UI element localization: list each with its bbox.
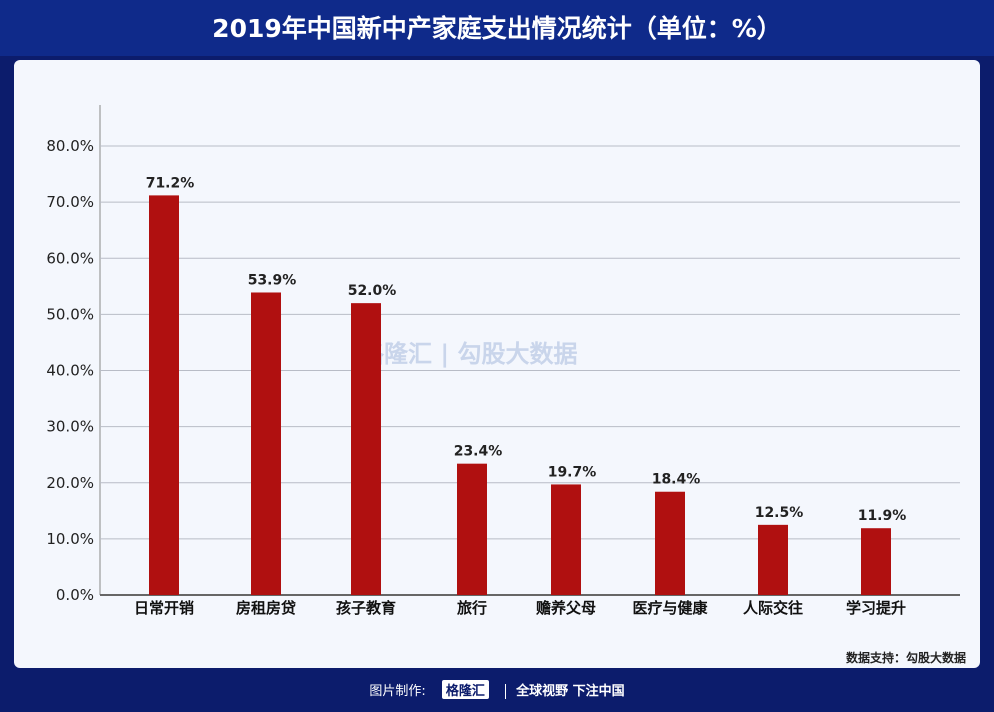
bar	[251, 292, 281, 595]
x-tick-label: 孩子教育	[336, 599, 396, 617]
data-label: 19.7%	[548, 464, 597, 480]
slogan: 全球视野 下注中国	[505, 684, 625, 699]
x-tick-label: 日常开销	[134, 599, 194, 617]
data-label: 11.9%	[858, 508, 907, 524]
data-label: 53.9%	[248, 272, 297, 288]
data-label: 71.2%	[146, 175, 195, 191]
bar	[758, 524, 788, 595]
y-tick-label: 20.0%	[46, 474, 94, 492]
footer: 图片制作: 格隆汇 全球视野 下注中国	[0, 680, 994, 699]
data-label: 12.5%	[755, 505, 804, 521]
x-tick-label: 学习提升	[846, 599, 906, 617]
y-tick-label: 80.0%	[46, 137, 94, 155]
x-tick-label: 房租房贷	[236, 599, 296, 617]
x-tick-label: 旅行	[457, 599, 487, 617]
bar	[149, 195, 179, 595]
bar	[551, 484, 581, 595]
y-tick-label: 0.0%	[56, 586, 94, 604]
y-tick-label: 30.0%	[46, 418, 94, 436]
data-label: 18.4%	[652, 472, 701, 488]
y-tick-label: 60.0%	[46, 249, 94, 267]
bar	[457, 463, 487, 595]
x-tick-label: 赡养父母	[535, 599, 596, 617]
watermark: 格隆汇 | 勾股大数据	[360, 340, 578, 368]
y-tick-label: 10.0%	[46, 530, 94, 548]
x-tick-label: 医疗与健康	[632, 599, 708, 617]
data-label: 23.4%	[454, 444, 503, 460]
made-by-label: 图片制作:	[369, 684, 426, 699]
bar	[655, 491, 685, 595]
y-tick-label: 40.0%	[46, 362, 94, 380]
logo: 格隆汇	[441, 680, 489, 699]
bar	[861, 528, 891, 595]
data-label: 52.0%	[348, 283, 397, 299]
data-source: 数据支持：勾股大数据	[845, 651, 966, 665]
bar	[351, 303, 381, 595]
chart-title: 2019年中国新中产家庭支出情况统计（单位：%）	[0, 0, 994, 56]
y-tick-label: 70.0%	[46, 193, 94, 211]
y-tick-label: 50.0%	[46, 305, 94, 323]
x-tick-label: 人际交往	[743, 599, 803, 617]
